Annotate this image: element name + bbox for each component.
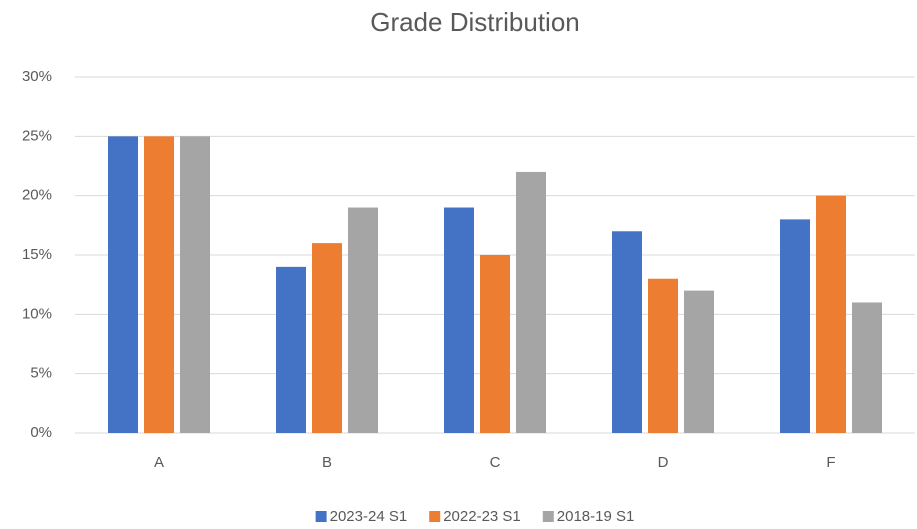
bar (276, 266, 306, 433)
y-tick-label: 30% (22, 68, 52, 85)
y-tick-label: 15% (22, 246, 52, 263)
x-tick-label: F (826, 454, 835, 471)
bar (816, 195, 846, 433)
y-tick-label: 20% (22, 187, 52, 204)
chart-title: Grade Distribution (370, 7, 580, 37)
legend-label: 2023-24 S1 (330, 508, 408, 525)
bar (480, 255, 510, 433)
y-tick-label: 0% (30, 424, 52, 441)
bar (108, 136, 138, 434)
bar (144, 136, 174, 434)
bar (852, 302, 882, 433)
legend-label: 2018-19 S1 (557, 508, 635, 525)
y-tick-label: 25% (22, 127, 52, 144)
legend-swatch (429, 511, 441, 522)
bar (684, 290, 714, 433)
legend-swatch (315, 511, 327, 522)
legend-label: 2022-23 S1 (443, 508, 521, 525)
x-tick-label: D (658, 454, 669, 471)
bar (612, 231, 642, 433)
bar (180, 136, 210, 434)
x-tick-label: A (154, 454, 164, 471)
x-tick-label: C (490, 454, 501, 471)
y-tick-label: 5% (30, 365, 52, 382)
legend-swatch (542, 511, 554, 522)
bar (312, 243, 342, 433)
bar (780, 219, 810, 433)
bar (516, 171, 546, 433)
x-tick-label: B (322, 454, 332, 471)
bar (444, 207, 474, 433)
bar (348, 207, 378, 433)
y-tick-label: 10% (22, 305, 52, 322)
bar (648, 278, 678, 433)
